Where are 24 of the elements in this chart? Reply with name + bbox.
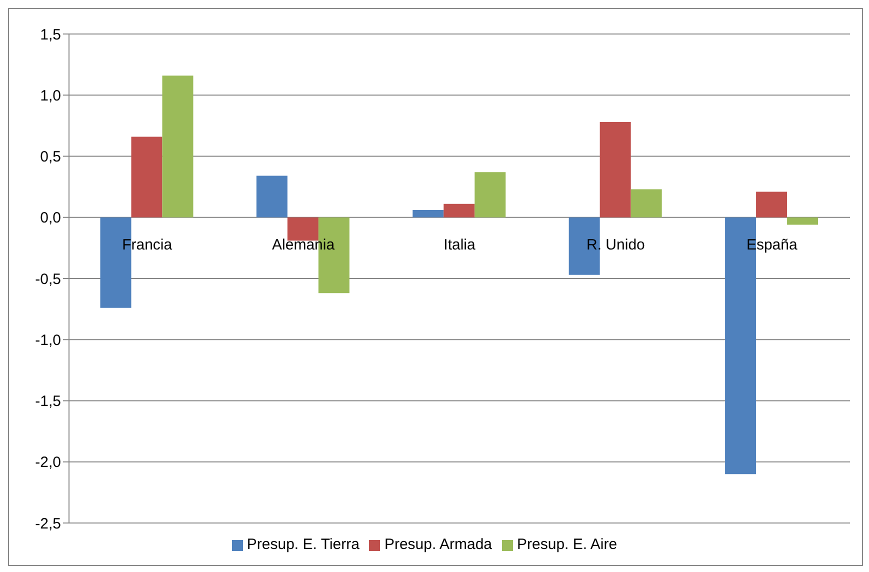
bar bbox=[162, 76, 194, 218]
legend-label: Presup. E. Tierra bbox=[246, 536, 360, 553]
bar bbox=[630, 189, 662, 218]
bar bbox=[256, 176, 288, 218]
y-tick-label: 0,5 bbox=[40, 148, 61, 166]
y-tick-label: -2,0 bbox=[35, 454, 61, 472]
legend-label: Presup. Armada bbox=[384, 536, 492, 553]
x-tick-label: Italia bbox=[444, 236, 476, 254]
legend-label: Presup. E. Aire bbox=[517, 536, 618, 553]
y-tick-label: 0,0 bbox=[40, 210, 61, 227]
bar bbox=[412, 210, 444, 218]
y-tick-label: -1,5 bbox=[35, 393, 61, 410]
y-tick-label: -1,0 bbox=[35, 332, 61, 349]
bar bbox=[756, 192, 788, 218]
bar bbox=[787, 217, 818, 225]
bar bbox=[444, 204, 475, 218]
bar bbox=[474, 172, 506, 218]
y-tick-label: 1,0 bbox=[40, 87, 61, 104]
y-tick-label: -0,5 bbox=[35, 270, 61, 288]
y-tick-label: -2,5 bbox=[35, 515, 61, 532]
bar bbox=[568, 217, 600, 275]
bar bbox=[600, 122, 631, 218]
bar bbox=[131, 136, 162, 218]
y-tick-label: 1,5 bbox=[40, 26, 61, 44]
